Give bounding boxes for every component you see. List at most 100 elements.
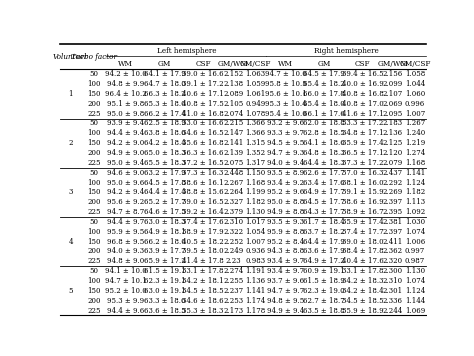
Text: 2.152: 2.152	[223, 70, 243, 78]
Text: GM: GM	[158, 60, 171, 68]
Text: 1.124: 1.124	[405, 287, 425, 295]
Text: 37.4 ± 17.7: 37.4 ± 17.7	[342, 228, 383, 236]
Text: 200: 200	[87, 297, 100, 305]
Text: 50: 50	[89, 218, 98, 226]
Text: GM/CSF: GM/CSF	[239, 60, 271, 68]
Text: 35.6 ± 16.8: 35.6 ± 16.8	[182, 139, 224, 147]
Text: 1.069: 1.069	[405, 307, 425, 315]
Text: 93.5 ± 8.9: 93.5 ± 8.9	[267, 169, 304, 177]
Text: 95.0 ± 9.4: 95.0 ± 9.4	[107, 159, 145, 167]
Text: 2.079: 2.079	[383, 159, 403, 167]
Text: 5: 5	[68, 287, 73, 295]
Text: 2.437: 2.437	[383, 169, 403, 177]
Text: 38.6 ± 16.9: 38.6 ± 16.9	[342, 198, 383, 206]
Text: 1.017: 1.017	[245, 218, 265, 226]
Text: 65.4 ± 18.2: 65.4 ± 18.2	[303, 80, 345, 88]
Text: 95.0 ± 9.6: 95.0 ± 9.6	[107, 179, 145, 187]
Text: 2.310: 2.310	[383, 277, 403, 285]
Text: 62.6 ± 17.7: 62.6 ± 17.7	[303, 169, 345, 177]
Text: 1.063: 1.063	[245, 70, 265, 78]
Text: 2.252: 2.252	[223, 237, 243, 246]
Text: GM: GM	[318, 60, 331, 68]
Text: 1.191: 1.191	[245, 267, 265, 275]
Text: 2.322: 2.322	[223, 228, 243, 236]
Text: 2.362: 2.362	[383, 247, 403, 256]
Text: 39.5 ± 18.0: 39.5 ± 18.0	[182, 247, 224, 256]
Text: 1.006: 1.006	[405, 237, 425, 246]
Text: CSF: CSF	[195, 60, 211, 68]
Text: 63.0 ± 19.1: 63.0 ± 19.1	[144, 287, 185, 295]
Text: 39.0 ± 16.5: 39.0 ± 16.5	[182, 198, 224, 206]
Text: 1.058: 1.058	[405, 70, 425, 78]
Text: 94.1 ± 10.0: 94.1 ± 10.0	[105, 267, 146, 275]
Text: WM: WM	[278, 60, 293, 68]
Text: 38.9 ± 16.7: 38.9 ± 16.7	[342, 208, 383, 216]
Text: 63.4 ± 17.6: 63.4 ± 17.6	[303, 179, 345, 187]
Text: 2.105: 2.105	[223, 100, 243, 108]
Text: 100: 100	[87, 80, 100, 88]
Text: 39.0 ± 16.6: 39.0 ± 16.6	[182, 70, 224, 78]
Text: 2.173: 2.173	[223, 307, 243, 315]
Text: 61.7 ± 18.4: 61.7 ± 18.4	[303, 218, 345, 226]
Text: 50: 50	[89, 267, 98, 275]
Text: 66.2 ± 18.0: 66.2 ± 18.0	[144, 237, 185, 246]
Text: 150: 150	[87, 90, 100, 98]
Text: 0.997: 0.997	[405, 247, 425, 256]
Text: 61.5 ± 18.9: 61.5 ± 18.9	[303, 277, 345, 285]
Text: 2.237: 2.237	[223, 287, 243, 295]
Text: 37.2 ± 16.5: 37.2 ± 16.5	[182, 159, 224, 167]
Text: 95.3 ± 9.9: 95.3 ± 9.9	[107, 297, 145, 305]
Text: 65.0 ± 18.3: 65.0 ± 18.3	[144, 149, 185, 157]
Text: 93.4 ± 9.7: 93.4 ± 9.7	[267, 257, 304, 265]
Text: 1.219: 1.219	[405, 139, 425, 147]
Text: 41.4 ± 17.8: 41.4 ± 17.8	[182, 257, 224, 265]
Text: 40.0 ± 16.9: 40.0 ± 16.9	[342, 80, 383, 88]
Text: 2.136: 2.136	[383, 129, 403, 137]
Text: 39.0 ± 18.0: 39.0 ± 18.0	[342, 237, 383, 246]
Text: 2.301: 2.301	[383, 287, 403, 295]
Text: 63.3 ± 18.6: 63.3 ± 18.6	[144, 297, 185, 305]
Text: 0.983: 0.983	[245, 257, 265, 265]
Text: 38.6 ± 16.1: 38.6 ± 16.1	[182, 179, 224, 187]
Text: GM/CSF: GM/CSF	[399, 60, 430, 68]
Text: Turbo factor: Turbo factor	[71, 53, 117, 61]
Text: 1.366: 1.366	[245, 129, 265, 137]
Text: 66.2 ± 17.4: 66.2 ± 17.4	[144, 110, 185, 117]
Text: 39.1 ± 15.9: 39.1 ± 15.9	[342, 188, 383, 197]
Text: 94.4 ± 9.7: 94.4 ± 9.7	[107, 218, 145, 226]
Text: 2.253: 2.253	[223, 297, 243, 305]
Text: 34.2 ± 18.4: 34.2 ± 18.4	[342, 287, 383, 295]
Text: 0.949: 0.949	[245, 100, 265, 108]
Text: 94.5 ± 9.5: 94.5 ± 9.5	[267, 139, 304, 147]
Text: 62.0 ± 18.8: 62.0 ± 18.8	[303, 120, 345, 127]
Text: 62.8 ± 18.5: 62.8 ± 18.5	[303, 129, 345, 137]
Text: 1.199: 1.199	[245, 188, 265, 197]
Text: 100: 100	[87, 228, 100, 236]
Text: 2.138: 2.138	[223, 80, 243, 88]
Text: 40.8 ± 16.8: 40.8 ± 16.8	[342, 90, 383, 98]
Text: 94.9 ± 8.8: 94.9 ± 8.8	[267, 208, 304, 216]
Text: 150: 150	[87, 139, 100, 147]
Text: 63.5 ± 18.8: 63.5 ± 18.8	[303, 307, 345, 315]
Text: 1.168: 1.168	[405, 159, 425, 167]
Text: 38.1 ± 16.0: 38.1 ± 16.0	[342, 179, 383, 187]
Text: 2.267: 2.267	[223, 179, 243, 187]
Text: 1.178: 1.178	[245, 307, 265, 315]
Text: 150: 150	[87, 237, 100, 246]
Text: 2.320: 2.320	[383, 257, 403, 265]
Text: 2.244: 2.244	[383, 307, 403, 315]
Text: 2.125: 2.125	[383, 139, 403, 147]
Text: 65.3 ± 18.0: 65.3 ± 18.0	[144, 100, 185, 108]
Text: 1.030: 1.030	[405, 218, 425, 226]
Text: 200: 200	[87, 100, 100, 108]
Text: 95.2 ± 9.6: 95.2 ± 9.6	[267, 188, 304, 197]
Text: 50: 50	[89, 120, 98, 127]
Text: 38.9 ± 17.9: 38.9 ± 17.9	[182, 228, 224, 236]
Text: 94.7 ± 9.3: 94.7 ± 9.3	[267, 149, 304, 157]
Text: 2.379: 2.379	[223, 208, 243, 216]
Text: 1.182: 1.182	[405, 188, 425, 197]
Text: 1.150: 1.150	[245, 169, 265, 177]
Text: 1.078: 1.078	[245, 110, 265, 117]
Text: 95.8 ± 10.5: 95.8 ± 10.5	[264, 80, 306, 88]
Text: 2: 2	[68, 139, 73, 147]
